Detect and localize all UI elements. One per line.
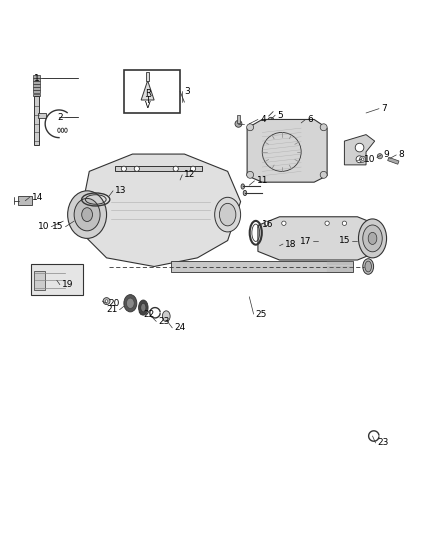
Ellipse shape — [241, 184, 244, 189]
Ellipse shape — [363, 259, 374, 274]
Bar — [115, 166, 202, 172]
Ellipse shape — [82, 208, 92, 222]
Ellipse shape — [358, 219, 387, 258]
Polygon shape — [344, 135, 374, 165]
Text: 8: 8 — [399, 150, 404, 159]
Circle shape — [361, 158, 364, 160]
Text: 21: 21 — [106, 305, 117, 314]
Text: 15: 15 — [339, 236, 350, 245]
Bar — [146, 72, 149, 80]
Text: 14: 14 — [32, 193, 43, 202]
Text: 20: 20 — [109, 299, 120, 308]
Text: 4: 4 — [260, 115, 266, 124]
Bar — [34, 96, 39, 146]
Bar — [33, 78, 40, 80]
Text: 12: 12 — [184, 171, 196, 179]
FancyBboxPatch shape — [38, 112, 46, 118]
Text: 15: 15 — [52, 222, 64, 231]
Ellipse shape — [219, 204, 236, 226]
Circle shape — [105, 300, 108, 302]
Ellipse shape — [162, 311, 170, 321]
Circle shape — [360, 156, 366, 162]
Ellipse shape — [138, 300, 148, 315]
Ellipse shape — [74, 198, 100, 231]
Bar — [34, 271, 45, 290]
Circle shape — [282, 221, 286, 225]
Text: 10: 10 — [38, 222, 49, 231]
Bar — [33, 93, 40, 96]
Text: 11: 11 — [257, 176, 268, 185]
Circle shape — [268, 117, 274, 123]
Circle shape — [235, 120, 242, 127]
Text: 17: 17 — [300, 237, 311, 246]
Text: V: V — [145, 101, 151, 110]
Bar — [124, 70, 180, 113]
Circle shape — [342, 221, 346, 225]
Circle shape — [377, 154, 382, 159]
Circle shape — [103, 297, 110, 304]
Text: 2: 2 — [58, 113, 64, 122]
Circle shape — [356, 156, 363, 163]
Bar — [33, 82, 40, 84]
Text: 6: 6 — [307, 115, 314, 124]
Polygon shape — [247, 119, 327, 182]
Circle shape — [191, 166, 196, 172]
Polygon shape — [81, 154, 240, 266]
Text: 25: 25 — [256, 310, 267, 319]
Circle shape — [325, 221, 329, 225]
Text: 1: 1 — [34, 74, 39, 83]
Ellipse shape — [127, 298, 134, 309]
Circle shape — [173, 166, 178, 172]
Text: 18: 18 — [285, 239, 297, 248]
Circle shape — [320, 172, 327, 178]
Bar — [33, 75, 40, 77]
Text: 13: 13 — [115, 187, 127, 195]
Bar — [299, 119, 304, 123]
Bar — [171, 261, 353, 272]
Bar — [31, 264, 83, 295]
Bar — [33, 84, 40, 86]
Bar — [237, 115, 240, 123]
Bar — [388, 157, 399, 164]
Text: 16: 16 — [262, 220, 274, 229]
Text: 10: 10 — [364, 155, 375, 164]
Text: 24: 24 — [174, 324, 186, 333]
Circle shape — [265, 221, 269, 225]
FancyBboxPatch shape — [18, 197, 32, 205]
Circle shape — [247, 124, 254, 131]
Text: 9: 9 — [383, 150, 389, 159]
Polygon shape — [258, 217, 379, 260]
Text: 19: 19 — [62, 280, 74, 289]
Ellipse shape — [365, 261, 371, 272]
Ellipse shape — [363, 225, 382, 252]
Circle shape — [134, 166, 139, 172]
Text: 23: 23 — [378, 439, 389, 447]
Text: 3: 3 — [184, 87, 190, 96]
Polygon shape — [141, 80, 154, 100]
Text: 7: 7 — [381, 104, 387, 113]
Ellipse shape — [141, 303, 146, 312]
Ellipse shape — [215, 197, 240, 232]
Ellipse shape — [243, 190, 247, 196]
Circle shape — [247, 172, 254, 178]
Text: 23: 23 — [159, 317, 170, 326]
Ellipse shape — [124, 295, 137, 312]
Text: 5: 5 — [277, 111, 283, 119]
Circle shape — [320, 124, 327, 131]
Text: R: R — [145, 89, 151, 98]
Ellipse shape — [368, 232, 377, 245]
Text: T: T — [145, 95, 150, 104]
Ellipse shape — [67, 191, 106, 238]
Bar — [33, 87, 40, 90]
Text: 22: 22 — [143, 310, 155, 319]
Bar — [33, 91, 40, 93]
Circle shape — [121, 166, 127, 172]
Circle shape — [355, 143, 364, 152]
